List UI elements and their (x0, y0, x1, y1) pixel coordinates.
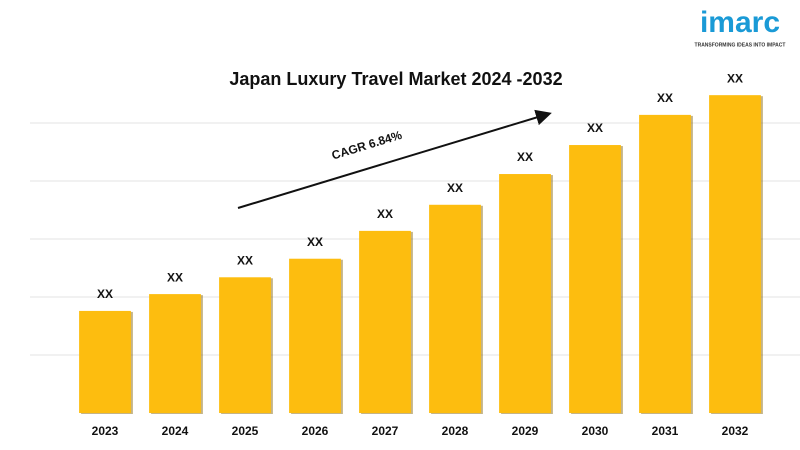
bar (289, 258, 341, 413)
logo: imarc (700, 6, 780, 39)
x-tick-label: 2032 (722, 424, 749, 438)
bar (429, 204, 481, 413)
x-tick-label: 2031 (652, 424, 679, 438)
bar (499, 174, 551, 413)
bars: 2023 XX 2024 XX 2025 XX 2026 XX 2027 XX 2028 XX 2029… (79, 71, 763, 438)
bar (79, 310, 131, 413)
chart-title: Japan Luxury Travel Market 2024 -2032 (229, 69, 562, 89)
value-label: XX (517, 150, 533, 164)
x-tick-label: 2027 (372, 424, 399, 438)
x-tick-label: 2029 (512, 424, 539, 438)
value-label: XX (307, 235, 323, 249)
value-label: XX (167, 270, 183, 284)
value-label: XX (97, 287, 113, 301)
logo-tagline: TRANSFORMING IDEAS INTO IMPACT (695, 42, 786, 48)
value-label: XX (587, 121, 603, 135)
x-tick-label: 2030 (582, 424, 609, 438)
x-tick-label: 2024 (162, 424, 189, 438)
bar (149, 294, 201, 413)
x-tick-label: 2026 (302, 424, 329, 438)
value-label: XX (447, 181, 463, 195)
x-tick-label: 2028 (442, 424, 469, 438)
cagr-label: CAGR 6.84% (330, 128, 404, 163)
value-label: XX (727, 71, 743, 85)
bar (639, 114, 691, 413)
cagr-arrow (237, 109, 552, 209)
bar (219, 277, 271, 413)
bar (709, 95, 761, 413)
value-label: XX (657, 91, 673, 105)
value-label: XX (237, 253, 253, 267)
x-tick-label: 2025 (232, 424, 259, 438)
bar (569, 145, 621, 414)
bar (359, 230, 411, 413)
x-tick-label: 2023 (92, 424, 119, 438)
value-label: XX (377, 207, 393, 221)
